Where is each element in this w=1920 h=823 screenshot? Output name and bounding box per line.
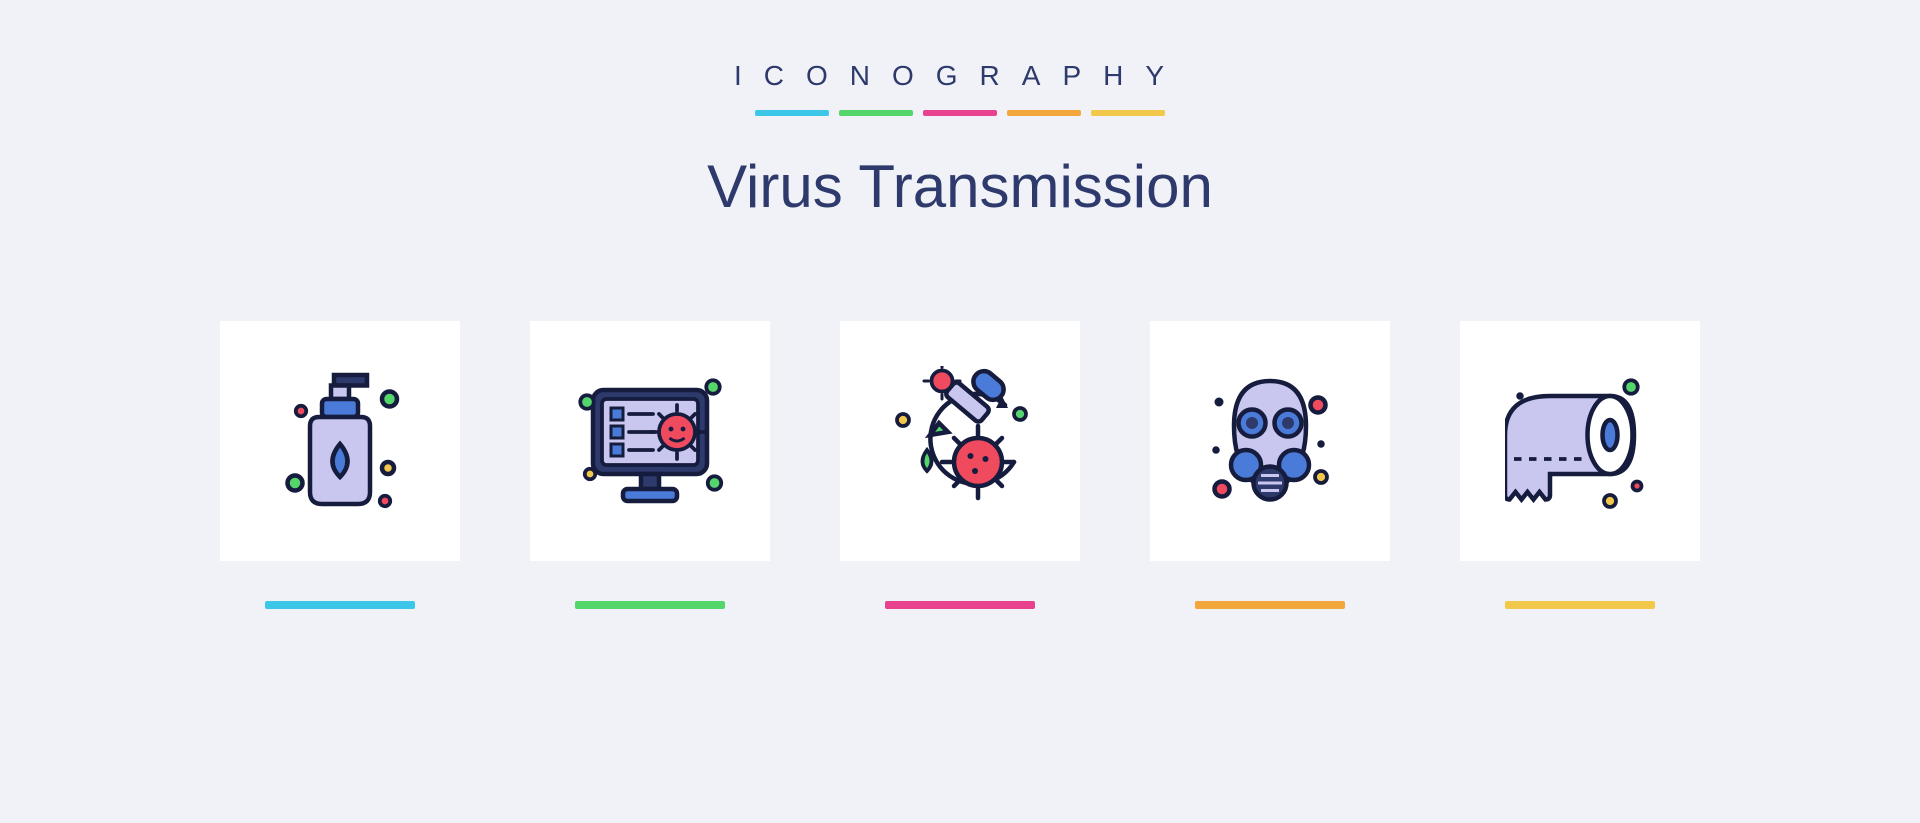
card-bar <box>265 601 415 609</box>
icon-card <box>220 321 460 609</box>
gas-mask-icon <box>1150 321 1390 561</box>
underline-seg <box>839 110 913 116</box>
icon-row <box>0 321 1920 609</box>
underline-seg <box>923 110 997 116</box>
card-bar <box>575 601 725 609</box>
card-bar <box>1505 601 1655 609</box>
icon-card <box>1460 321 1700 609</box>
header: ICONOGRAPHY Virus Transmission <box>0 0 1920 221</box>
dropper-virus-icon <box>840 321 1080 561</box>
page-title: Virus Transmission <box>0 152 1920 221</box>
underline-seg <box>755 110 829 116</box>
underline-seg <box>1007 110 1081 116</box>
sanitizer-icon <box>220 321 460 561</box>
icon-card <box>840 321 1080 609</box>
underline-row <box>0 110 1920 116</box>
icon-card <box>1150 321 1390 609</box>
card-bar <box>1195 601 1345 609</box>
virus-monitor-icon <box>530 321 770 561</box>
toilet-paper-icon <box>1460 321 1700 561</box>
kicker: ICONOGRAPHY <box>0 60 1920 92</box>
card-bar <box>885 601 1035 609</box>
icon-card <box>530 321 770 609</box>
underline-seg <box>1091 110 1165 116</box>
